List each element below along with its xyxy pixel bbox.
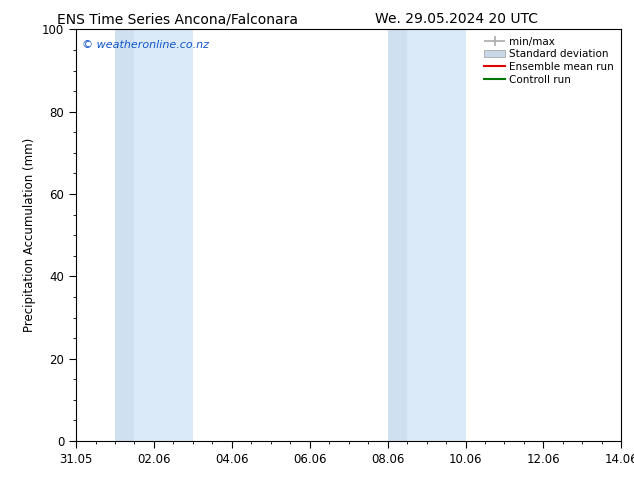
Bar <box>387 29 407 441</box>
Text: ENS Time Series Ancona/Falconara: ENS Time Series Ancona/Falconara <box>57 12 298 26</box>
Text: We. 29.05.2024 20 UTC: We. 29.05.2024 20 UTC <box>375 12 538 26</box>
Text: © weatheronline.co.nz: © weatheronline.co.nz <box>82 40 209 49</box>
Bar <box>407 29 465 441</box>
Y-axis label: Precipitation Accumulation (mm): Precipitation Accumulation (mm) <box>23 138 37 332</box>
Legend: min/max, Standard deviation, Ensemble mean run, Controll run: min/max, Standard deviation, Ensemble me… <box>482 35 616 87</box>
Bar <box>115 29 134 441</box>
Bar <box>134 29 193 441</box>
